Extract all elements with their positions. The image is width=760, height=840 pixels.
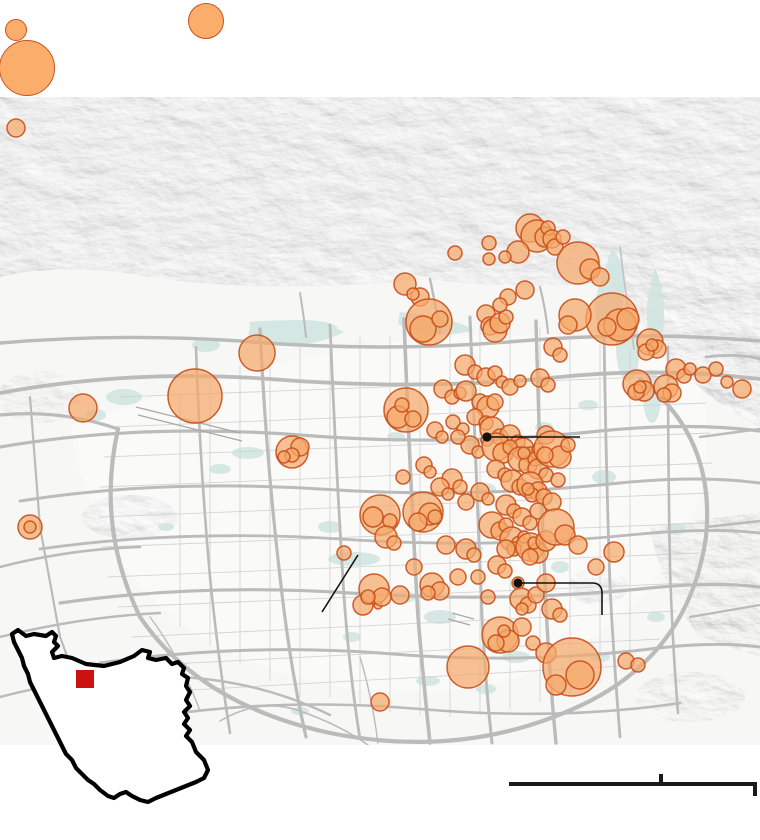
iran-outline	[9, 627, 211, 805]
annotation-point-dot	[482, 432, 492, 442]
annotation-point-dot	[513, 578, 523, 588]
distance-scale-bar	[509, 774, 757, 796]
iran-locator-inset[interactable]	[0, 612, 260, 827]
legend-large	[0, 40, 55, 96]
basemap	[0, 97, 760, 745]
legend-band	[0, 0, 760, 97]
rail-lines	[135, 406, 475, 626]
legend-small	[5, 19, 27, 41]
tehran-location-marker	[76, 670, 94, 688]
annotation-leader-line	[518, 582, 603, 615]
terrain-patches	[0, 371, 745, 722]
annotation-leader-line	[321, 554, 359, 613]
legend-medium	[188, 3, 224, 39]
annotation-layer	[321, 432, 603, 615]
